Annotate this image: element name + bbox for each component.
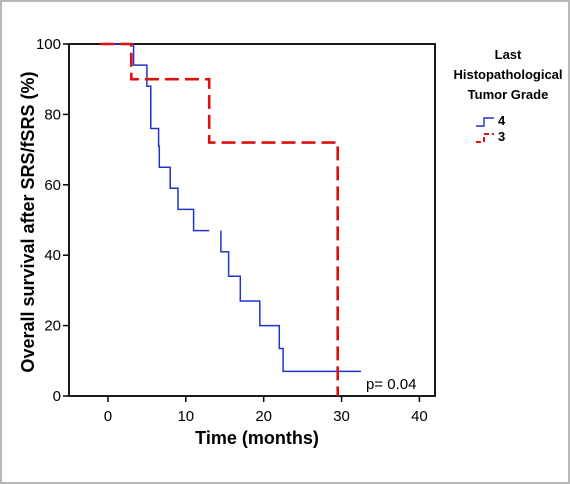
legend-title-line: Tumor Grade	[468, 87, 549, 102]
legend-swatch-grade-4	[476, 117, 494, 127]
y-axis-title: Overall survival after SRS/fSRS (%)	[18, 71, 38, 372]
legend-label-grade-3: 3	[498, 129, 505, 144]
legend-label-grade-4: 4	[498, 113, 506, 128]
x-tick-label: 10	[177, 408, 194, 425]
series-line-grade-3	[100, 42, 339, 396]
series-group	[100, 42, 361, 396]
x-tick-label: 40	[411, 408, 428, 425]
y-tick-label: 0	[53, 388, 61, 405]
x-tick-label: 30	[333, 408, 350, 425]
y-tick-label: 100	[36, 36, 61, 53]
x-tick-label: 20	[255, 408, 272, 425]
x-axis-title: Time (months)	[195, 428, 319, 448]
series-line-grade-4	[100, 43, 210, 232]
legend-title-line: Histopathological	[453, 67, 562, 82]
series-line-grade-4-part2	[220, 230, 361, 373]
plot-box	[68, 43, 436, 397]
legend-swatch-grade-3	[476, 133, 494, 143]
y-tick-label: 40	[44, 247, 61, 264]
y-tick-label: 80	[44, 106, 61, 123]
x-tick-label: 0	[104, 408, 112, 425]
axes	[63, 43, 436, 402]
y-tick-label: 20	[44, 318, 61, 335]
legend-title-line: Last	[495, 47, 522, 62]
labels-group: 0 20 40 60 80 100 0 10 20 30 40 Time (months) Overal…	[18, 36, 563, 448]
y-tick-label: 60	[44, 177, 61, 194]
p-value-annotation: p= 0.04	[366, 376, 416, 393]
